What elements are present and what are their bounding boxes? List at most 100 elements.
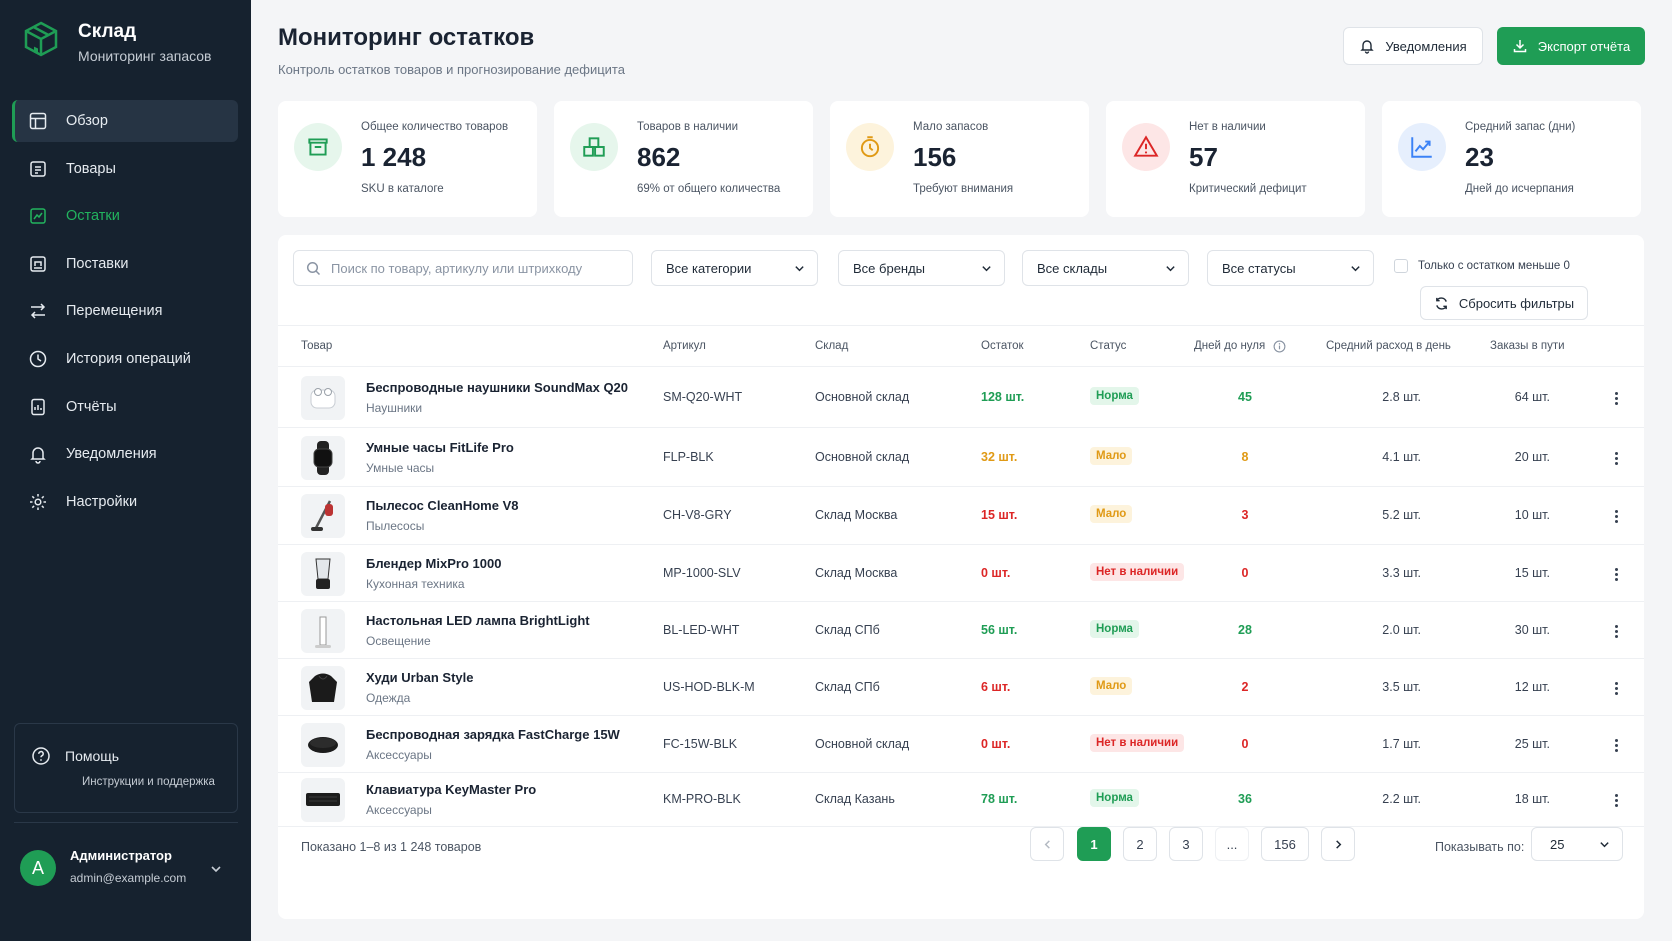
stat-icon	[570, 123, 618, 171]
avg-cell: 2.0 шт.	[1382, 623, 1421, 637]
sidebar: Склад Мониторинг запасов Обзор Товары Ос…	[0, 0, 251, 941]
stat-label: Средний запас (дни)	[1465, 121, 1576, 133]
brand-title: Склад	[78, 21, 137, 42]
warehouse-logo-icon	[24, 21, 58, 57]
warehouse-cell: Склад Москва	[815, 566, 898, 580]
warehouse-cell: Основной склад	[815, 390, 910, 404]
per-page-label: Показывать по:	[1435, 840, 1525, 854]
warehouse-select[interactable]: Все склады	[1022, 250, 1189, 286]
stock-cell: 6 шт.	[981, 680, 1011, 694]
product-name[interactable]: Беспроводные наушники SoundMax Q20	[366, 380, 629, 395]
row-menu-icon[interactable]	[1608, 451, 1624, 466]
status-badge: Норма	[1090, 789, 1139, 807]
chevron-down-icon	[1166, 265, 1175, 271]
prev-page-button[interactable]	[1030, 827, 1064, 861]
sku-cell: SM-Q20-WHT	[663, 390, 743, 404]
page-button[interactable]: 156	[1261, 827, 1309, 861]
stat-card: Средний запас (дни) 23 Дней до исчерпани…	[1382, 101, 1641, 217]
stats-cards: Общее количество товаров 1 248 SKU в кат…	[278, 101, 1641, 217]
sidebar-item-7[interactable]: Отчёты	[12, 386, 238, 428]
pagination-info: Показано 1–8 из 1 248 товаров	[301, 840, 482, 854]
user-name: Администратор	[70, 848, 172, 863]
stat-subtitle: Требуют внимания	[913, 183, 1014, 195]
page-button[interactable]: 1	[1077, 827, 1111, 861]
product-name[interactable]: Настольная LED лампа BrightLight	[366, 613, 590, 628]
table-row[interactable]: Умные часы FitLife Pro Умные часы FLP-BL…	[278, 428, 1644, 487]
product-thumbnail	[301, 494, 345, 538]
sidebar-item-2[interactable]: Товары	[12, 148, 238, 190]
sku-cell: KM-PRO-BLK	[663, 792, 741, 806]
col-sku[interactable]: Артикул	[663, 340, 706, 352]
sidebar-item-1[interactable]: Обзор	[12, 100, 238, 142]
days-cell: 28	[1238, 623, 1252, 637]
col-stock[interactable]: Остаток	[981, 340, 1024, 352]
status-badge: Норма	[1090, 620, 1139, 638]
product-name[interactable]: Блендер MixPro 1000	[366, 556, 502, 571]
col-product[interactable]: Товар	[301, 340, 333, 352]
orders-cell: 15 шт.	[1514, 566, 1550, 580]
status-select[interactable]: Все статусы	[1207, 250, 1374, 286]
orders-cell: 18 шт.	[1514, 792, 1550, 806]
stat-value: 23	[1465, 142, 1494, 172]
row-menu-icon[interactable]	[1608, 738, 1624, 753]
table-row[interactable]: Пылесос CleanHome V8 Пылесосы CH-V8-GRY …	[278, 487, 1644, 545]
sidebar-item-label: Перемещения	[66, 303, 163, 320]
sidebar-item-label: Настройки	[66, 493, 138, 510]
product-name[interactable]: Беспроводная зарядка FastCharge 15W	[366, 727, 620, 742]
search-input[interactable]	[331, 260, 621, 276]
blender-icon	[315, 558, 331, 589]
col-days[interactable]: Дней до нуля	[1194, 340, 1266, 352]
stock-icon	[30, 208, 46, 224]
table-row[interactable]: Худи Urban Style Одежда US-HOD-BLK-M Скл…	[278, 659, 1644, 716]
table-row[interactable]: Блендер MixPro 1000 Кухонная техника MP-…	[278, 545, 1644, 602]
user-email: admin@example.com	[70, 871, 187, 885]
sidebar-item-label: Поставки	[66, 255, 129, 272]
page-button[interactable]: 2	[1123, 827, 1157, 861]
product-name[interactable]: Клавиатура KeyMaster Pro	[366, 782, 537, 797]
row-menu-icon[interactable]	[1608, 681, 1624, 696]
product-name[interactable]: Пылесос CleanHome V8	[366, 498, 519, 513]
col-warehouse[interactable]: Склад	[815, 340, 849, 352]
table-row[interactable]: Беспроводные наушники SoundMax Q20 Наушн…	[278, 368, 1644, 428]
page-button[interactable]: ...	[1215, 827, 1249, 861]
sku-cell: FC-15W-BLK	[663, 737, 738, 751]
row-menu-icon[interactable]	[1608, 567, 1624, 582]
row-menu-icon[interactable]	[1608, 793, 1624, 808]
sidebar-item-8[interactable]: Уведомления	[12, 433, 238, 475]
negative-stock-checkbox[interactable]: Только с остатком меньше 0	[1394, 259, 1570, 273]
search-box[interactable]	[293, 250, 633, 286]
per-page-select[interactable]: 25	[1531, 827, 1623, 861]
row-menu-icon[interactable]	[1608, 624, 1624, 639]
col-orders[interactable]: Заказы в пути	[1490, 340, 1565, 352]
row-menu-icon[interactable]	[1608, 391, 1624, 406]
row-menu-icon[interactable]	[1608, 509, 1624, 524]
sidebar-item-5[interactable]: Перемещения	[12, 290, 238, 332]
next-page-button[interactable]	[1321, 827, 1355, 861]
category-select[interactable]: Все категории	[651, 250, 818, 286]
sidebar-item-icon	[28, 444, 48, 464]
table-row[interactable]: Настольная LED лампа BrightLight Освещен…	[278, 602, 1644, 659]
keyboard-icon	[306, 793, 340, 806]
user-menu[interactable]: A Администратор admin@example.com	[14, 822, 238, 922]
info-icon[interactable]	[1273, 340, 1286, 353]
product-name[interactable]: Умные часы FitLife Pro	[366, 440, 514, 455]
help-box[interactable]: Помощь Инструкции и поддержка	[14, 723, 238, 813]
sidebar-item-icon	[28, 159, 48, 179]
table-row[interactable]: Клавиатура KeyMaster Pro Аксессуары KM-P…	[278, 773, 1644, 827]
notifications-button[interactable]: Уведомления	[1343, 27, 1483, 65]
sidebar-item-icon	[28, 111, 48, 131]
col-avg[interactable]: Средний расход в день	[1326, 340, 1451, 352]
page-button[interactable]: 3	[1169, 827, 1203, 861]
product-name[interactable]: Худи Urban Style	[366, 670, 474, 685]
table-row[interactable]: Беспроводная зарядка FastCharge 15W Аксе…	[278, 716, 1644, 773]
warehouse-cell: Основной склад	[815, 737, 910, 751]
sidebar-item-6[interactable]: История операций	[12, 338, 238, 380]
sidebar-item-4[interactable]: Поставки	[12, 243, 238, 285]
col-status[interactable]: Статус	[1090, 340, 1127, 352]
sidebar-item-9[interactable]: Настройки	[12, 481, 238, 523]
reset-filters-button[interactable]: Сбросить фильтры	[1420, 286, 1588, 320]
export-report-button[interactable]: Экспорт отчёта	[1497, 27, 1645, 65]
sidebar-item-3[interactable]: Остатки	[12, 195, 238, 237]
checkbox-box[interactable]	[1394, 259, 1408, 273]
brand-select[interactable]: Все бренды	[838, 250, 1005, 286]
